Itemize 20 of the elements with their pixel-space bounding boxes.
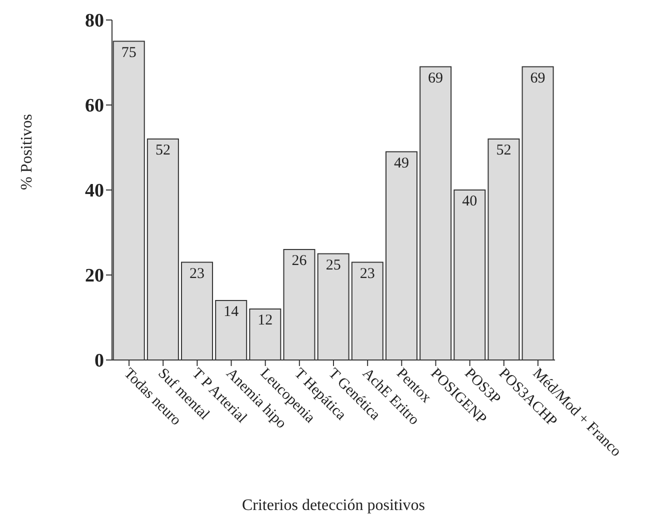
- y-tick-label: 60: [85, 96, 104, 117]
- x-axis-title: Criterios detección positivos: [242, 497, 426, 514]
- data-label: 52: [155, 142, 170, 159]
- data-label: 14: [224, 304, 240, 320]
- data-label: 52: [496, 142, 512, 159]
- data-label: 12: [258, 312, 273, 329]
- data-label: 75: [121, 44, 136, 61]
- y-axis-title: % Positivos: [18, 114, 36, 190]
- data-label: 23: [360, 266, 375, 282]
- data-label: 23: [190, 266, 205, 282]
- data-label: 69: [428, 70, 444, 86]
- data-label: 49: [394, 155, 409, 172]
- y-tick-label: 0: [94, 350, 104, 372]
- data-label: 25: [326, 257, 341, 274]
- y-tick-label: 20: [85, 266, 104, 287]
- data-label: 26: [292, 253, 308, 270]
- y-tick-label: 80: [85, 10, 104, 32]
- data-label: 40: [462, 194, 478, 210]
- data-label: 69: [530, 70, 546, 86]
- y-tick-label: 40: [85, 180, 104, 202]
